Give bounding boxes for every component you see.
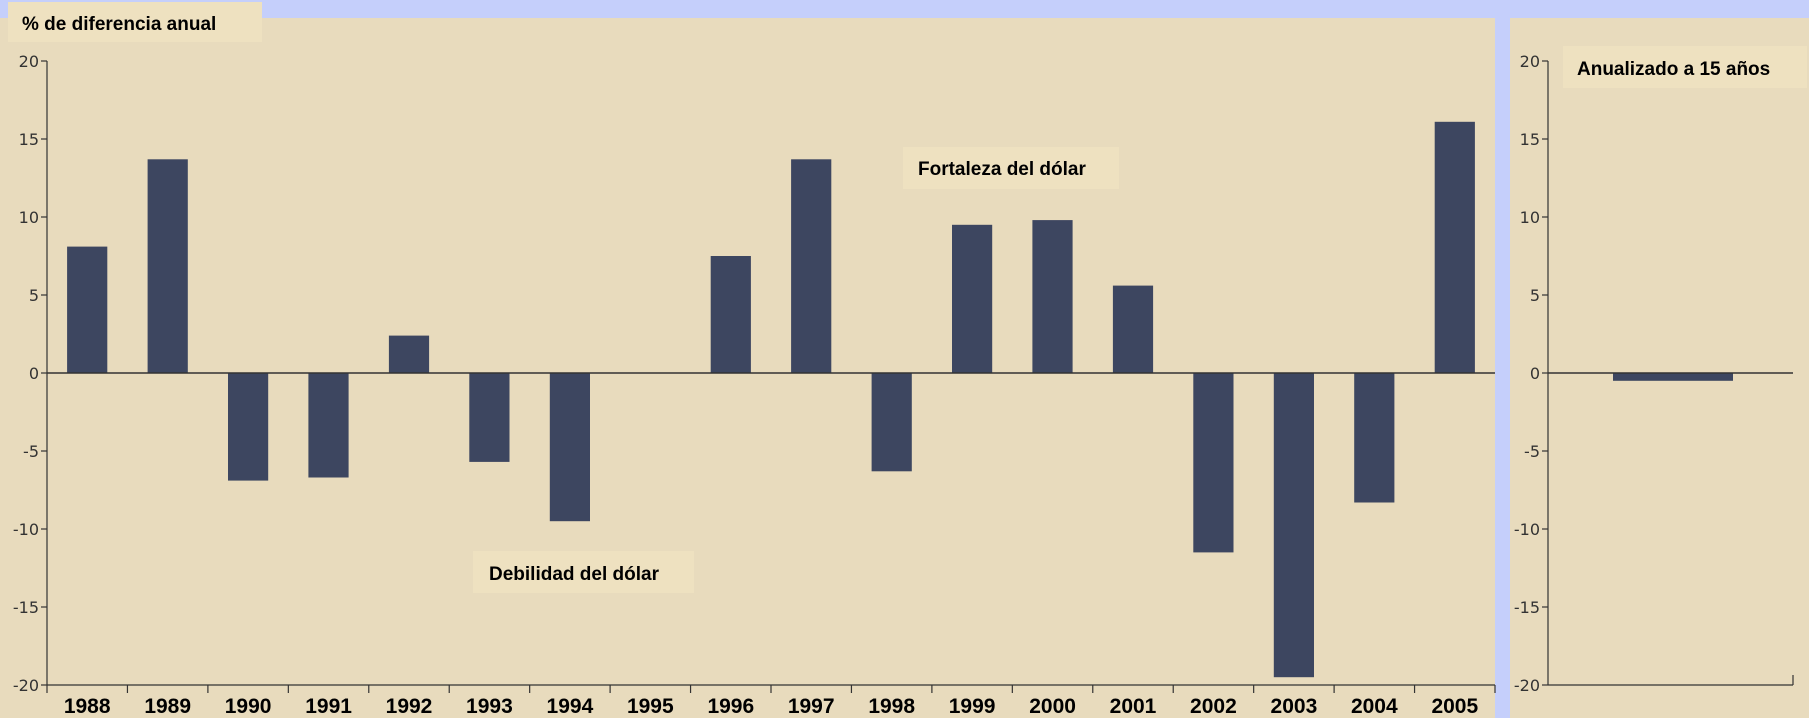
x-tick-label-1991: 1991 <box>305 695 352 718</box>
y-tick-label-15: 15 <box>19 130 39 149</box>
x-tick-label-2005: 2005 <box>1431 695 1478 718</box>
y-tick-label--15: -15 <box>13 598 39 617</box>
bar-1990 <box>228 373 269 481</box>
main-bars <box>67 121 1475 678</box>
x-tick-label-2004: 2004 <box>1351 695 1398 718</box>
side-bars <box>1613 373 1733 381</box>
side-y-tick-label--5: -5 <box>1524 442 1540 461</box>
bar-1997 <box>791 159 832 373</box>
bar-1989 <box>147 159 188 373</box>
bar-2001 <box>1112 285 1154 373</box>
x-tick-label-2002: 2002 <box>1190 695 1237 718</box>
strength-annotation-box <box>903 147 1119 189</box>
y-tick-label--10: -10 <box>13 520 39 539</box>
side-y-tick-label--15: -15 <box>1514 598 1540 617</box>
bar-1994 <box>549 373 590 522</box>
bar-1988 <box>67 246 108 373</box>
y-tick-label-20: 20 <box>19 52 39 71</box>
bar-2000 <box>1032 220 1073 373</box>
side-y-tick-label-0: 0 <box>1530 364 1540 383</box>
x-tick-label-1999: 1999 <box>949 695 996 718</box>
side-chart-title: Anualizado a 15 años <box>1577 59 1770 80</box>
x-tick-label-1989: 1989 <box>144 695 191 718</box>
side-y-tick-label-10: 10 <box>1520 208 1540 227</box>
y-tick-label--20: -20 <box>13 676 39 695</box>
bar-1999 <box>952 224 993 373</box>
x-tick-label-1990: 1990 <box>225 695 272 718</box>
side-title-box <box>1563 46 1807 88</box>
bar-1992 <box>388 335 430 373</box>
x-tick-label-1996: 1996 <box>707 695 754 718</box>
bar-2004 <box>1354 373 1395 503</box>
x-tick-label-1998: 1998 <box>868 695 915 718</box>
side-y-tick-label--10: -10 <box>1514 520 1540 539</box>
side-y-tick-label-20: 20 <box>1520 52 1540 71</box>
bar-2005 <box>1434 121 1475 373</box>
weakness-annotation: Debilidad del dólar <box>489 564 660 585</box>
y-tick-label-10: 10 <box>19 208 39 227</box>
x-tick-label-1993: 1993 <box>466 695 513 718</box>
side-axis: 20 15 10 5 0 -5 -10 -15 -20 <box>1514 52 1794 695</box>
x-tick-label-1995: 1995 <box>627 695 674 718</box>
side-panel <box>1510 18 1809 718</box>
main-chart-title: % de diferencia anual <box>22 14 216 35</box>
side-y-tick-label--20: -20 <box>1514 676 1540 695</box>
y-tick-label-5: 5 <box>29 286 39 305</box>
y-tick-label-0: 0 <box>29 364 39 383</box>
bar-1991 <box>308 373 349 478</box>
main-title-box <box>8 2 262 42</box>
x-tick-label-1997: 1997 <box>788 695 835 718</box>
weakness-annotation-box <box>473 551 694 593</box>
x-tick-label-2003: 2003 <box>1271 695 1318 718</box>
bar-1998 <box>871 373 912 472</box>
side-bar-15yr <box>1613 373 1733 381</box>
bar-1993 <box>469 373 510 462</box>
bar-2003 <box>1273 373 1314 678</box>
side-y-tick-label-15: 15 <box>1520 130 1540 149</box>
x-tick-label-1994: 1994 <box>547 695 594 718</box>
main-axis: 1988 1989 1990 1991 1992 1993 1994 1995 1996 1997… <box>13 52 1496 718</box>
side-y-tick-label-5: 5 <box>1530 286 1540 305</box>
x-tick-label-1992: 1992 <box>386 695 433 718</box>
strength-annotation: Fortaleza del dólar <box>918 159 1086 180</box>
x-tick-label-2001: 2001 <box>1110 695 1157 718</box>
bar-2002 <box>1193 373 1234 553</box>
x-tick-label-1988: 1988 <box>64 695 111 718</box>
y-tick-label--5: -5 <box>23 442 39 461</box>
bar-1996 <box>710 256 751 373</box>
x-tick-label-2000: 2000 <box>1029 695 1076 718</box>
